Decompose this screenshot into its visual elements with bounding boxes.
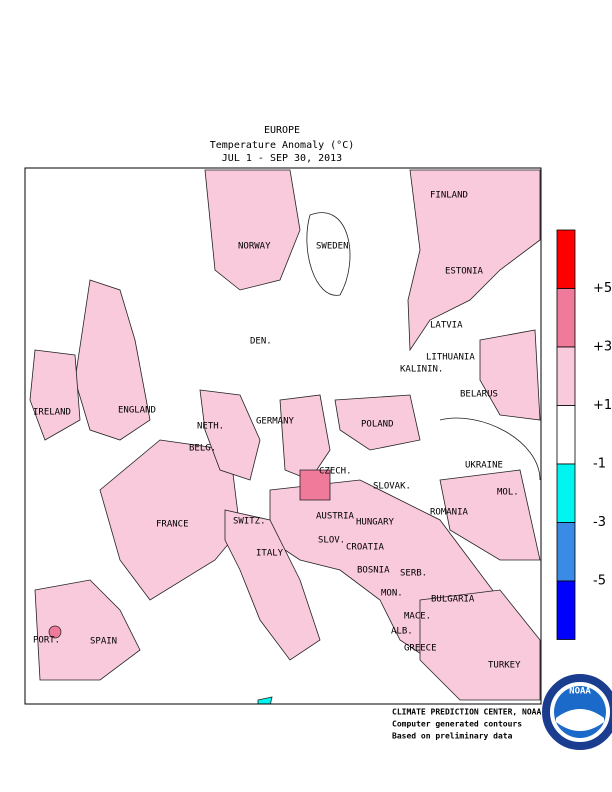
credit-line: CLIMATE PREDICTION CENTER, NOAA <box>392 708 541 717</box>
legend-label: +5 <box>593 281 612 296</box>
map-frame <box>24 167 542 705</box>
country-label: NORWAY <box>238 242 271 252</box>
country-label: DEN. <box>250 337 272 347</box>
credit-line: Computer generated contours <box>392 720 522 729</box>
country-label: NETH. <box>197 422 224 432</box>
legend-swatch <box>556 346 576 406</box>
logo-text: NOAA <box>569 687 591 697</box>
legend-label: -3 <box>593 515 606 530</box>
subtitle: Temperature Anomaly (°C) <box>210 140 355 151</box>
country-label: BOSNIA <box>357 566 390 576</box>
country-label: IRELAND <box>33 408 71 418</box>
country-label: CROATIA <box>346 543 385 553</box>
country-label: GREECE <box>404 644 437 654</box>
country-label: ENGLAND <box>118 406 156 416</box>
legend-swatch <box>556 405 576 465</box>
country-label: FRANCE <box>156 520 189 530</box>
country-label: UKRAINE <box>465 461 503 471</box>
legend-swatch <box>556 463 576 523</box>
country-label: FINLAND <box>430 191 468 201</box>
country-label: AUSTRIA <box>316 512 355 522</box>
legend-swatch <box>556 288 576 348</box>
country-label: LATVIA <box>430 321 463 331</box>
legend-label: +1 <box>593 398 612 413</box>
country-label: ALB. <box>391 627 413 637</box>
country-label: MACE. <box>404 612 431 622</box>
country-label: CZECH. <box>319 467 352 477</box>
legend-swatch <box>556 580 576 640</box>
country-label: SPAIN <box>90 637 117 647</box>
country-label: LITHUANIA <box>426 353 475 363</box>
legend-swatch <box>556 522 576 582</box>
legend-label: -5 <box>593 574 606 589</box>
country-label: ROMANIA <box>430 508 469 518</box>
country-label: PORT. <box>33 636 60 646</box>
noaa-logo: NOAA <box>542 674 612 750</box>
country-label: TURKEY <box>488 661 521 671</box>
country-label: BELARUS <box>460 390 498 400</box>
country-label: MON. <box>381 589 403 599</box>
country-label: SLOV. <box>318 536 345 546</box>
country-label: KALININ. <box>400 365 443 375</box>
country-label: SERB. <box>400 569 427 579</box>
country-label: MOL. <box>497 488 519 498</box>
legend-label: -1 <box>593 457 606 472</box>
country-label: HUNGARY <box>356 518 395 528</box>
country-label: BELG. <box>189 444 216 454</box>
country-label: SWEDEN <box>316 242 349 252</box>
country-label: SWITZ. <box>233 517 266 527</box>
country-label: POLAND <box>361 420 394 430</box>
map-area <box>29 169 541 704</box>
country-label: GERMANY <box>256 417 295 427</box>
credit-line: Based on preliminary data <box>392 731 513 741</box>
country-label: ESTONIA <box>445 267 484 277</box>
country-label: SLOVAK. <box>373 482 411 492</box>
legend-label: +3 <box>593 340 612 355</box>
country-label: BULGARIA <box>431 595 475 605</box>
legend-swatch <box>556 229 576 289</box>
period: JUL 1 - SEP 30, 2013 <box>222 153 342 164</box>
title: EUROPE <box>264 125 300 136</box>
country-label: ITALY <box>256 549 284 559</box>
